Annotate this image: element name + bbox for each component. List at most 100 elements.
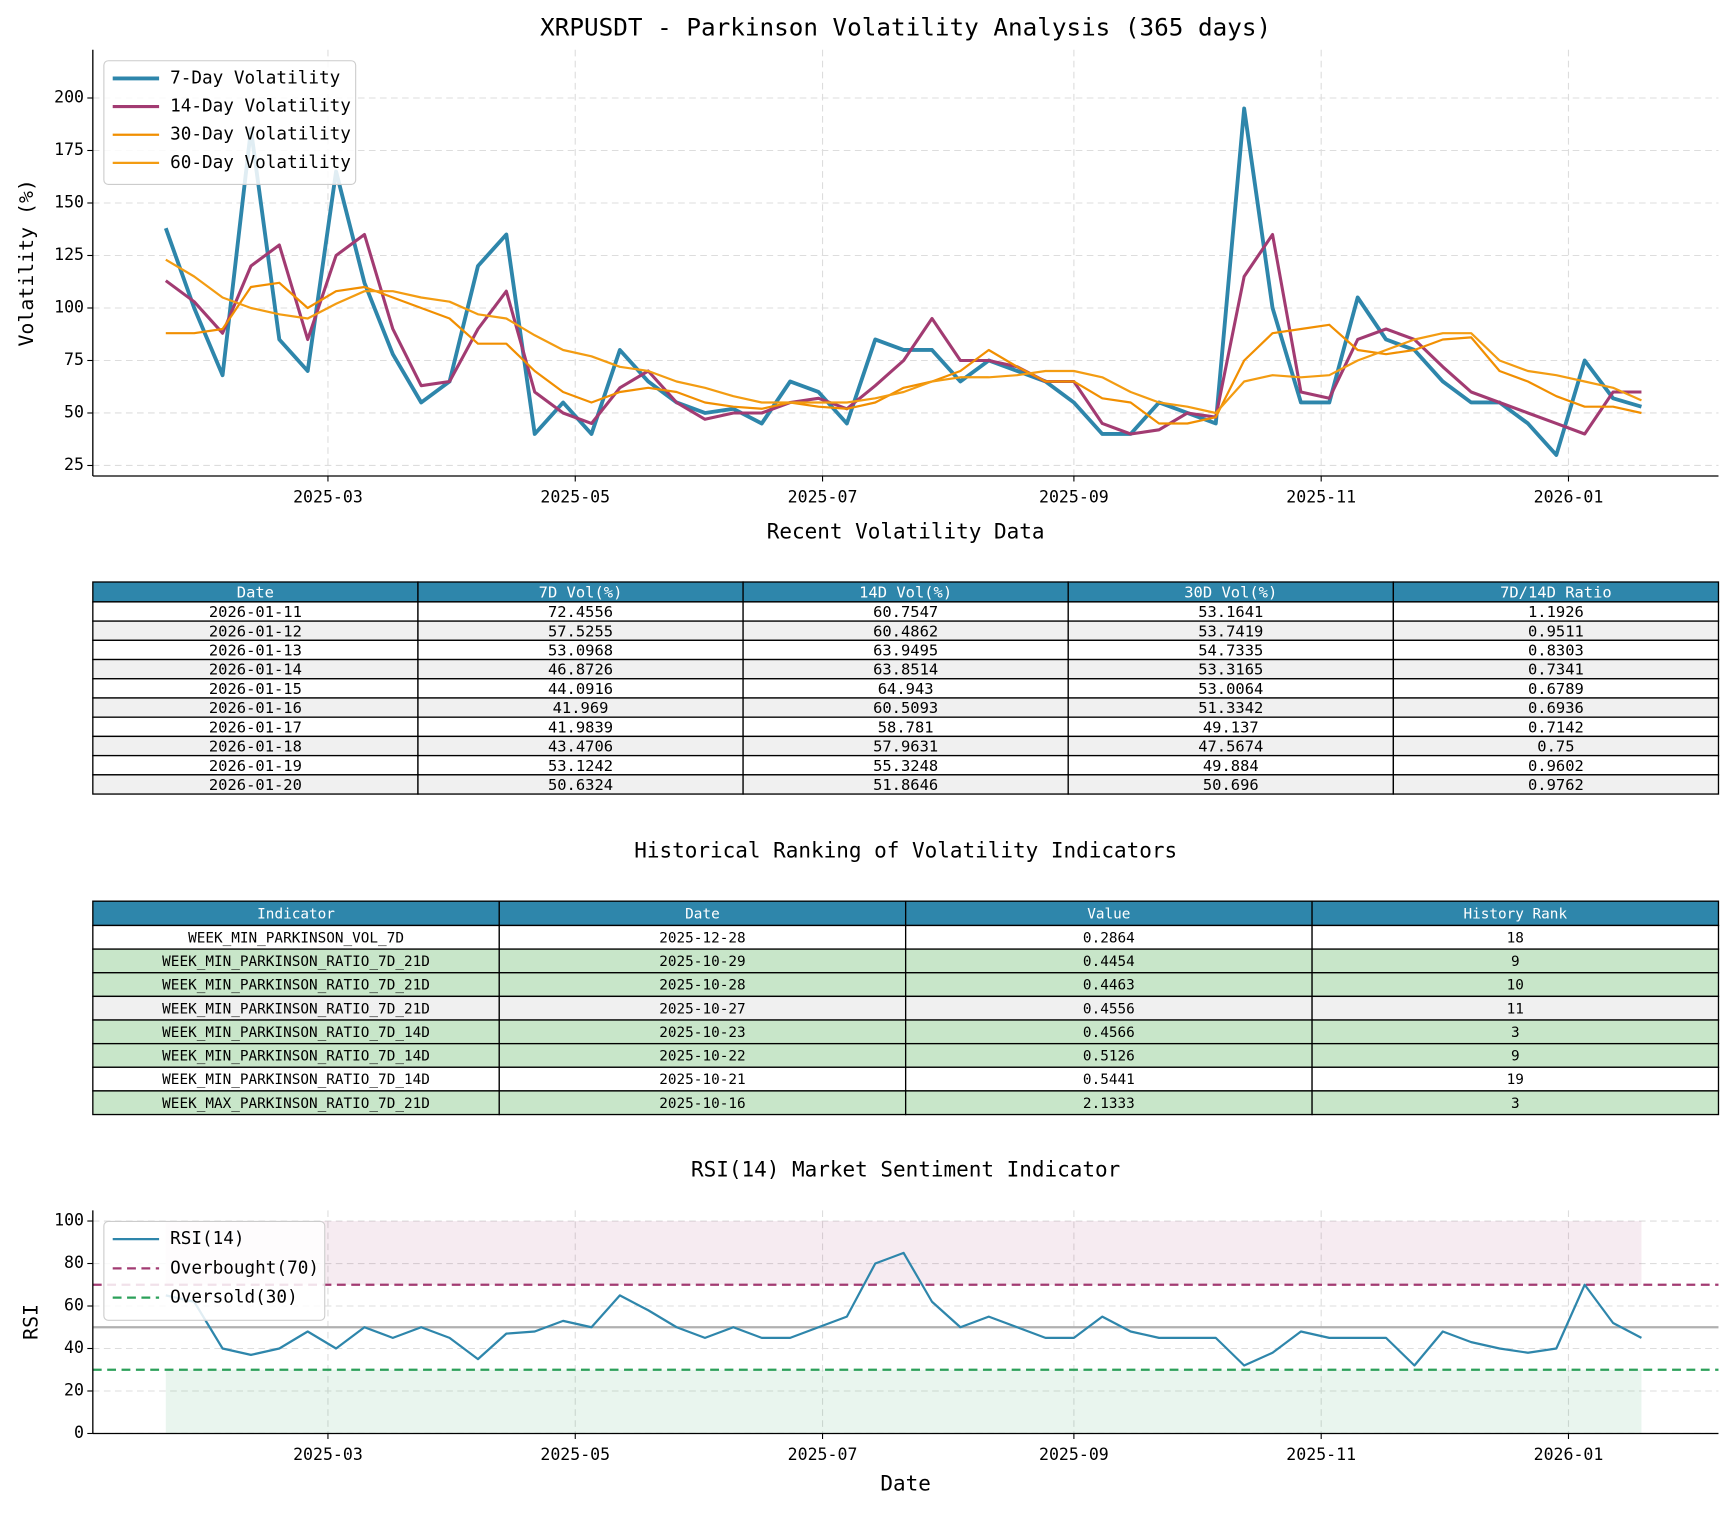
- chart-title: RSI(14) Market Sentiment Indicator: [691, 1158, 1120, 1182]
- cell-text: WEEK_MIN_PARKINSON_VOL_7D: [188, 930, 404, 946]
- series-line: [165, 258, 1642, 415]
- cell-text: 2026-01-19: [209, 757, 302, 775]
- cell-text: 51.3342: [1198, 699, 1263, 717]
- cell-text: 53.0064: [1198, 680, 1263, 698]
- cell-text: 58.781: [878, 718, 934, 736]
- x-tick-label: 2025-07: [788, 1445, 858, 1464]
- cell-text: WEEK_MAX_PARKINSON_RATIO_7D_21D: [162, 1096, 430, 1112]
- series-line: [165, 1251, 1642, 1367]
- cell-text: 57.9631: [873, 738, 938, 756]
- legend-label: 30-Day Volatility: [170, 125, 351, 145]
- x-tick-label: 2025-05: [540, 488, 610, 507]
- cell-text: 2026-01-12: [209, 622, 302, 640]
- cell-text: 2025-10-29: [659, 954, 745, 970]
- cell-text: 10: [1507, 978, 1524, 994]
- cell-text: 0.6936: [1528, 699, 1584, 717]
- y-tick-label: 80: [64, 1253, 84, 1272]
- y-tick-label: 125: [54, 245, 84, 264]
- y-tick-label: 200: [54, 87, 84, 106]
- y-tick-label: 60: [64, 1296, 84, 1315]
- legend-label: 7-Day Volatility: [170, 68, 340, 88]
- x-tick-label: 2025-03: [293, 1445, 363, 1464]
- table-title: Historical Ranking of Volatility Indicat…: [634, 838, 1177, 862]
- cell-text: 9: [1511, 1049, 1520, 1065]
- legend-box: [103, 60, 357, 185]
- legend-label: Overbought(70): [170, 1258, 319, 1278]
- x-tick-label: 2025-05: [540, 1445, 610, 1464]
- cell-text: 60.7547: [873, 603, 938, 621]
- header-label: History Rank: [1463, 906, 1567, 922]
- cell-text: 0.4556: [1083, 1001, 1135, 1017]
- cell-text: 53.1242: [548, 757, 613, 775]
- cell-text: 0.5126: [1083, 1049, 1135, 1065]
- header-label: Value: [1087, 906, 1130, 922]
- cell-text: 43.4706: [548, 738, 613, 756]
- x-tick-label: 2025-11: [1286, 488, 1356, 507]
- chart-title: XRPUSDT - Parkinson Volatility Analysis …: [540, 13, 1271, 42]
- y-axis-label: Volatility (%): [15, 179, 38, 346]
- y-tick-label: 100: [54, 1211, 84, 1230]
- cell-text: 2026-01-17: [209, 718, 302, 736]
- zone: [165, 1369, 1642, 1434]
- cell-text: WEEK_MIN_PARKINSON_RATIO_7D_21D: [162, 978, 430, 994]
- cell-text: 11: [1507, 1001, 1524, 1017]
- header-cell: [498, 900, 907, 927]
- cell-text: 9: [1511, 954, 1520, 970]
- y-axis-label: RSI: [20, 1304, 43, 1340]
- x-axis-label: Date: [880, 1471, 931, 1495]
- cell-text: 55.3248: [873, 757, 938, 775]
- x-tick-label: 2025-11: [1286, 1445, 1356, 1464]
- x-tick-label: 2026-01: [1534, 488, 1604, 507]
- cell-text: 0.8303: [1528, 642, 1584, 660]
- table-cell: [1311, 1090, 1720, 1116]
- cell-text: 50.696: [1203, 776, 1259, 794]
- cell-text: 0.7341: [1528, 661, 1584, 679]
- cell-text: 0.9602: [1528, 757, 1584, 775]
- cell-text: 2026-01-13: [209, 642, 302, 660]
- cell-text: 3: [1511, 1096, 1520, 1112]
- cell-text: 0.6789: [1528, 680, 1584, 698]
- cell-text: 2025-10-23: [659, 1025, 745, 1041]
- cell-text: WEEK_MIN_PARKINSON_RATIO_7D_14D: [162, 1049, 430, 1065]
- cell-text: 0.9762: [1528, 776, 1584, 794]
- cell-text: 60.5093: [873, 699, 938, 717]
- cell-text: 53.3165: [1198, 661, 1263, 679]
- cell-text: 2025-10-27: [659, 1001, 745, 1017]
- table-title: Recent Volatility Data: [767, 519, 1045, 543]
- cell-text: 19: [1507, 1072, 1524, 1088]
- cell-text: WEEK_MIN_PARKINSON_RATIO_7D_14D: [162, 1025, 430, 1041]
- cell-text: 0.4463: [1083, 978, 1135, 994]
- series-line: [165, 281, 1642, 425]
- x-tick-label: 2025-07: [788, 488, 858, 507]
- header-label: Date: [685, 906, 720, 922]
- cell-text: 53.7419: [1198, 622, 1263, 640]
- y-tick-label: 150: [54, 192, 84, 211]
- cell-text: 2025-10-21: [659, 1072, 745, 1088]
- cell-text: 3: [1511, 1025, 1520, 1041]
- cell-text: 2026-01-18: [209, 738, 302, 756]
- header-label: Date: [237, 584, 274, 602]
- cell-text: 2026-01-11: [209, 603, 302, 621]
- cell-text: 2026-01-14: [209, 661, 302, 679]
- cell-text: 53.0968: [548, 642, 613, 660]
- legend-box: [103, 1220, 326, 1321]
- header-label: 7D/14D Ratio: [1500, 584, 1612, 602]
- cell-text: WEEK_MIN_PARKINSON_RATIO_7D_21D: [162, 1001, 430, 1017]
- cell-text: 0.75: [1537, 738, 1574, 756]
- cell-text: 63.9495: [873, 642, 938, 660]
- cell-text: 1.1926: [1528, 603, 1584, 621]
- y-tick-label: 20: [64, 1380, 84, 1399]
- x-tick-label: 2026-01: [1534, 1445, 1604, 1464]
- cell-text: WEEK_MIN_PARKINSON_RATIO_7D_21D: [162, 954, 430, 970]
- y-tick-label: 175: [54, 140, 84, 159]
- legend-label: 60-Day Volatility: [170, 153, 351, 173]
- x-tick-label: 2025-03: [293, 488, 363, 507]
- series-line: [163, 106, 1642, 457]
- cell-text: 50.6324: [548, 776, 613, 794]
- cell-text: 51.8646: [873, 776, 938, 794]
- cell-text: 2026-01-15: [209, 680, 302, 698]
- cell-text: 2025-10-22: [659, 1049, 745, 1065]
- cell-text: 72.4556: [548, 603, 613, 621]
